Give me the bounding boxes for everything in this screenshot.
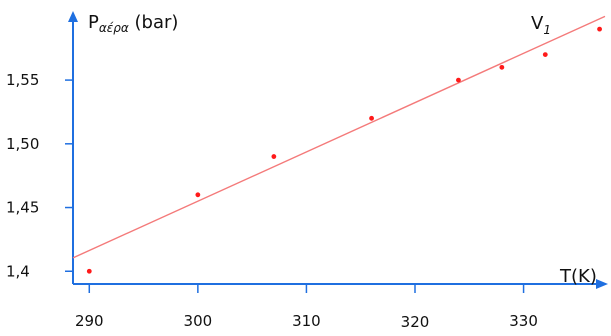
data-point [271,154,277,159]
x-tick-label: 330 [509,312,538,330]
fit-line [72,15,606,259]
series-label: V1 [531,13,551,37]
x-axis-arrow [596,279,608,289]
data-point [456,77,461,83]
x-tick-label: 300 [184,312,213,330]
data-point [597,26,602,32]
data-point [499,64,505,70]
data-points [86,26,602,274]
y-tick-label: 1,45 [6,199,39,217]
ticks: 290 300 310 320 330 1,4 1,45 1,50 1,55 [6,71,538,331]
x-tick-label: 290 [75,312,104,330]
y-tick-label: 1,4 [6,262,30,280]
y-axis-arrow [68,11,78,22]
fit-line-group [72,15,606,259]
x-tick-label: 310 [292,312,321,330]
y-tick-label: 1,50 [6,135,39,153]
data-point [195,192,201,198]
y-axis-title: Pαέρα (bar) [88,12,178,35]
data-point [86,268,92,274]
y-tick-label: 1,55 [6,71,39,89]
x-axis-title: T(K) [559,266,597,287]
x-tick-label: 320 [401,313,430,331]
data-point [369,115,374,121]
axes [68,11,608,289]
data-point [542,52,548,58]
